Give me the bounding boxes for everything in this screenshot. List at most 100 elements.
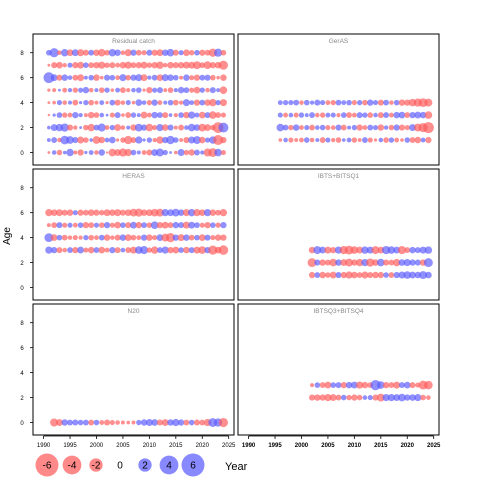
residual-point [51, 222, 58, 229]
residual-point [204, 112, 211, 119]
residual-point [98, 61, 106, 69]
residual-point [373, 112, 378, 118]
panel-title: IBTSQ3+BITSQ4 [313, 308, 363, 315]
residual-point [104, 137, 110, 143]
residual-point [146, 222, 153, 228]
panel-title: N20 [128, 308, 140, 315]
residual-point [152, 125, 158, 131]
residual-point [82, 209, 89, 216]
residual-point [310, 383, 315, 388]
residual-point [288, 112, 294, 118]
residual-point [136, 113, 141, 118]
residual-point [141, 50, 147, 56]
residual-point [50, 234, 58, 241]
residual-point [129, 246, 138, 254]
residual-point [356, 124, 363, 131]
residual-point [72, 419, 79, 426]
residual-point [392, 258, 401, 267]
residual-point [56, 112, 63, 118]
residual-point [98, 209, 105, 216]
residual-point [56, 209, 63, 217]
legend-label: -6 [43, 461, 52, 472]
residual-point [325, 259, 331, 266]
x-tick-label: 2000 [295, 443, 309, 449]
residual-point [46, 223, 51, 228]
residual-point [409, 111, 416, 119]
residual-point [77, 209, 84, 216]
residual-point [304, 113, 309, 118]
residual-point [187, 123, 196, 132]
residual-point [319, 112, 326, 118]
residual-point [83, 124, 89, 131]
residual-point [288, 100, 294, 106]
residual-point [166, 48, 175, 57]
x-tick-label: 1990 [242, 443, 256, 449]
residual-point [121, 113, 125, 117]
residual-point [109, 124, 116, 131]
residual-point [329, 258, 338, 267]
residual-point [314, 382, 321, 388]
legend-label: 6 [190, 461, 196, 472]
y-tick-label: 8 [20, 186, 24, 192]
residual-point [62, 63, 67, 68]
residual-point [409, 246, 416, 254]
residual-point [204, 124, 211, 131]
residual-point [72, 235, 78, 241]
residual-point [404, 247, 411, 254]
residual-point [51, 137, 58, 143]
residual-point [167, 87, 174, 93]
residual-point [120, 125, 126, 130]
residual-point [183, 111, 190, 119]
residual-point [414, 111, 422, 119]
residual-point [72, 246, 79, 254]
y-tick-label: 2 [20, 396, 24, 402]
residual-point [351, 271, 358, 279]
residual-point [404, 99, 411, 106]
residual-point [130, 49, 137, 56]
residual-point [283, 112, 289, 118]
residual-point [351, 124, 358, 131]
residual-point [97, 123, 106, 132]
residual-point [204, 222, 211, 229]
panel-title: GerAS [329, 38, 349, 45]
residual-point [189, 87, 195, 93]
panel-title: Residual catch [112, 38, 155, 45]
residual-point [98, 136, 106, 144]
residual-point [89, 138, 93, 142]
residual-point [50, 209, 58, 217]
residual-point [162, 112, 169, 119]
residual-point [78, 112, 83, 118]
residual-point [140, 246, 149, 255]
residual-point [141, 150, 147, 155]
residual-point [356, 112, 363, 119]
residual-point [319, 137, 326, 143]
legend-bubble [159, 455, 179, 475]
residual-point [315, 138, 320, 143]
residual-point [130, 221, 137, 229]
residual-point [414, 136, 422, 144]
residual-point [73, 150, 78, 155]
residual-point [218, 245, 229, 255]
residual-point [92, 136, 101, 144]
residual-point [356, 272, 363, 278]
residual-point [173, 112, 178, 118]
residual-point [125, 222, 132, 229]
residual-point [99, 100, 105, 106]
residual-point [371, 246, 380, 255]
residual-point [56, 247, 63, 254]
residual-point [93, 222, 100, 228]
residual-point [130, 62, 137, 69]
residual-point [45, 209, 53, 217]
residual-point [219, 209, 228, 217]
residual-point [120, 50, 126, 55]
residual-point [414, 394, 422, 402]
residual-point [209, 87, 216, 94]
residual-point [146, 87, 153, 94]
y-tick-label: 6 [20, 346, 24, 352]
residual-point [79, 126, 83, 129]
residual-point [178, 247, 184, 253]
residual-point [198, 209, 206, 217]
residual-point [335, 272, 342, 279]
residual-point [403, 271, 412, 279]
residual-point [177, 86, 185, 94]
